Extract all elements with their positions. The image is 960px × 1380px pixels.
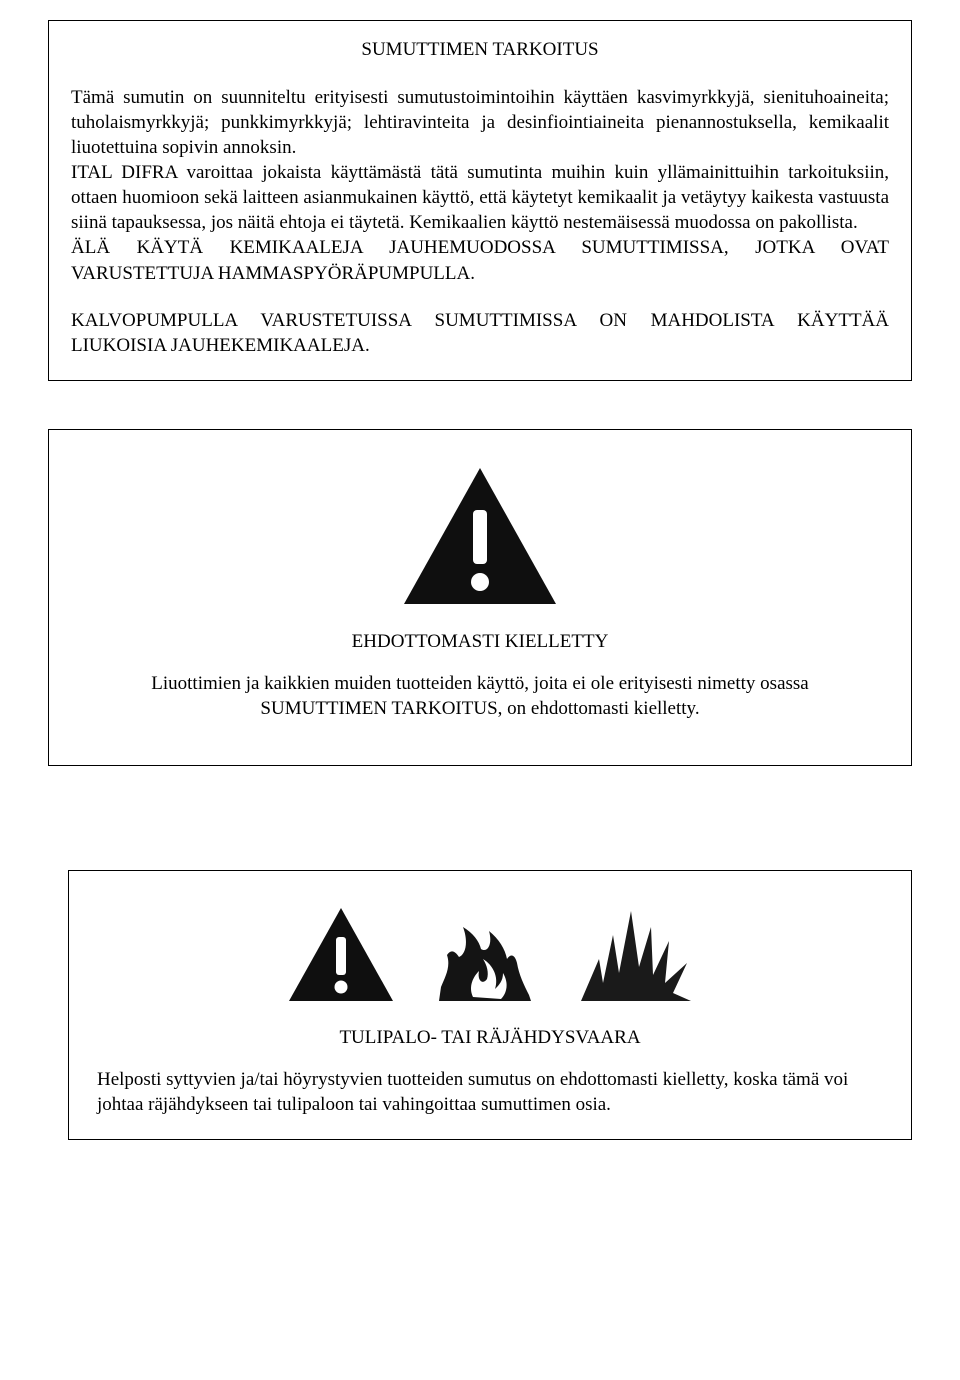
prohibited-body: Liuottimien ja kaikkien muiden tuotteide… [99, 671, 861, 721]
prohibited-box: EHDOTTOMASTI KIELLETTY Liuottimien ja ka… [48, 429, 912, 766]
purpose-para-2: ITAL DIFRA varoittaa jokaista käyttämäst… [71, 160, 889, 235]
warning-icon [396, 460, 564, 613]
warning-icon [281, 901, 401, 1009]
fire-body: Helposti syttyvien ja/tai höyrystyvien t… [97, 1067, 883, 1117]
purpose-para-4: KALVOPUMPULLA VARUSTETUISSA SUMUTTIMISSA… [71, 308, 889, 358]
purpose-para-1: Tämä sumutin on suunniteltu erityisesti … [71, 85, 889, 160]
purpose-box: SUMUTTIMEN TARKOITUS Tämä sumutin on suu… [48, 20, 912, 381]
prohibited-subtitle: EHDOTTOMASTI KIELLETTY [71, 631, 889, 653]
fire-subtitle: TULIPALO- TAI RÄJÄHDYSVAARA [91, 1027, 889, 1049]
fire-explosion-box: TULIPALO- TAI RÄJÄHDYSVAARA Helposti syt… [68, 870, 912, 1140]
prohibited-icon-row [71, 460, 889, 613]
hazard-icon-row [91, 901, 889, 1009]
purpose-title: SUMUTTIMEN TARKOITUS [71, 39, 889, 61]
fire-icon [425, 901, 545, 1009]
purpose-para-3: ÄLÄ KÄYTÄ KEMIKAALEJA JAUHEMUODOSSA SUMU… [71, 235, 889, 285]
explosion-icon [569, 901, 699, 1009]
